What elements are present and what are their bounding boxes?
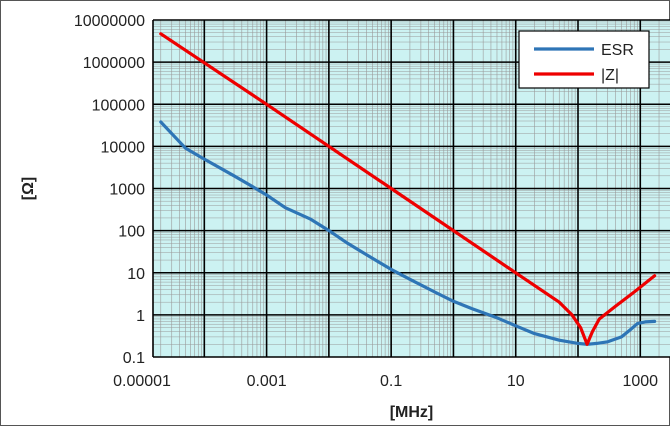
series-line-esr: [159, 120, 657, 346]
legend-label: |Z|: [601, 67, 619, 84]
x-tick-label: 0.00001: [113, 373, 171, 390]
y-tick-label: 1: [136, 308, 145, 325]
y-tick-label: 0.1: [123, 350, 145, 367]
legend-label: ESR: [601, 42, 634, 59]
legend-box: [518, 30, 650, 89]
y-tick-label: 10000: [101, 139, 146, 156]
y-tick-label: 10000000: [74, 13, 145, 30]
series-line-z: [159, 32, 657, 346]
series-group: [159, 32, 657, 346]
x-tick-label: 0.1: [380, 373, 402, 390]
y-tick-label: 100: [118, 224, 145, 241]
y-tick-label: 100000: [92, 97, 145, 114]
x-axis-title: [MHz]: [390, 404, 434, 421]
y-tick-label: 1000: [109, 182, 145, 199]
legend: ESR |Z|: [518, 30, 650, 89]
x-tick-label: 1000: [622, 373, 658, 390]
x-tick-label: 0.001: [247, 373, 287, 390]
x-tick-label: 10: [507, 373, 525, 390]
y-axis-title: [Ω]: [20, 177, 37, 200]
y-tick-label: 10: [127, 266, 145, 283]
y-tick-label: 1000000: [83, 55, 145, 72]
